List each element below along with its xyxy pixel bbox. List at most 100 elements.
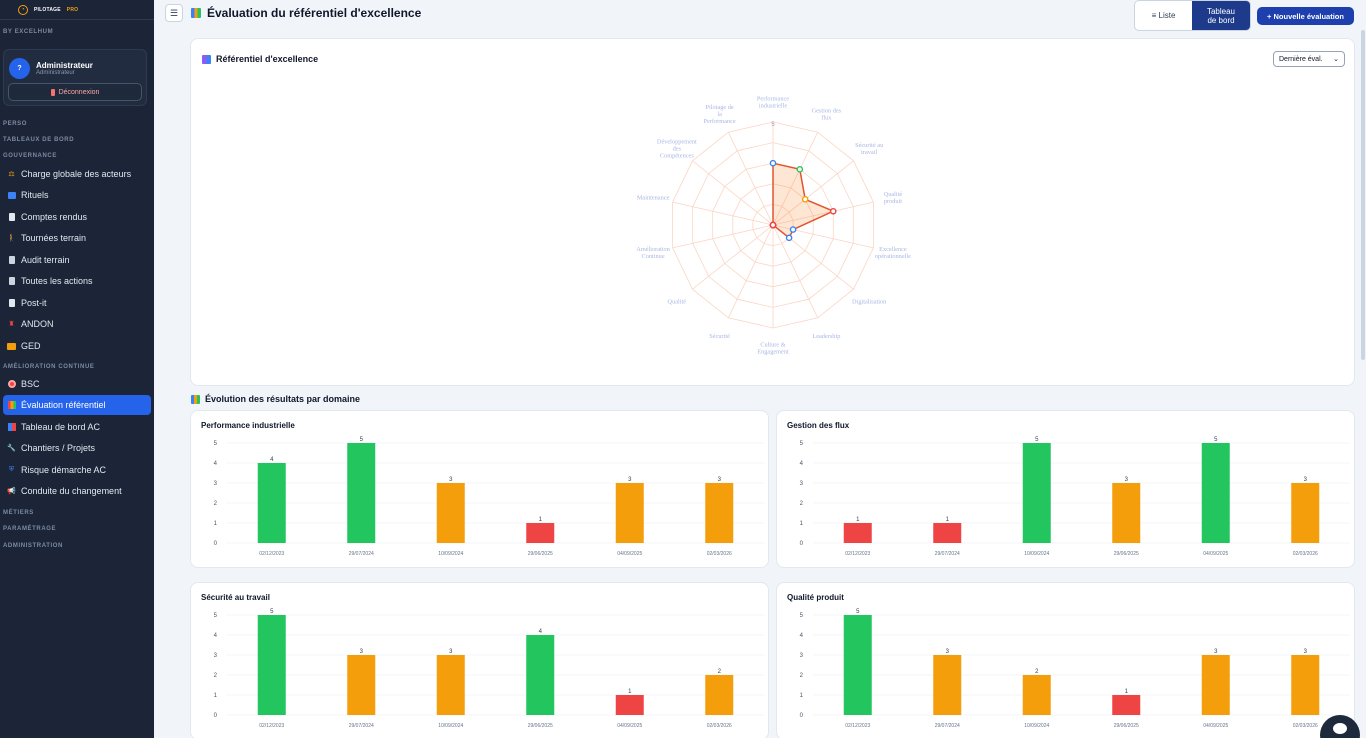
x-tick-label: 02/12/2023 bbox=[845, 723, 870, 729]
sidebar-item-comptes-rendus[interactable]: Comptes rendus bbox=[3, 207, 151, 227]
evaluation-select-value: Dernière éval. bbox=[1279, 55, 1323, 63]
domain-chart-title: Performance industrielle bbox=[201, 421, 295, 430]
brand[interactable]: ◔ PILOTAGE PRO bbox=[0, 0, 154, 20]
domain-chart-title: Qualité produit bbox=[787, 593, 844, 602]
bar bbox=[347, 443, 376, 543]
data-label: 5 bbox=[1214, 437, 1218, 443]
sidebar-item-chantiers[interactable]: 🔧 Chantiers / Projets bbox=[3, 438, 151, 458]
chart-icon bbox=[191, 8, 201, 18]
sidebar-item-ged[interactable]: GED bbox=[3, 336, 151, 356]
sidebar-item-bsc[interactable]: BSC bbox=[3, 374, 151, 394]
radar-axis-label: Sécurité bbox=[709, 333, 730, 340]
bar bbox=[1022, 675, 1051, 715]
y-tick-label: 4 bbox=[214, 633, 218, 639]
section-amelioration[interactable]: AMÉLIORATION CONTINUE bbox=[3, 364, 95, 370]
radar-chart: 5 Performance industrielle Gestion des flux S… bbox=[636, 96, 911, 356]
sidebar-item-conduite[interactable]: 📢 Conduite du changement bbox=[3, 481, 151, 501]
data-label: 3 bbox=[718, 477, 722, 483]
y-tick-label: 5 bbox=[214, 613, 218, 619]
sidebar-item-rituels[interactable]: Rituels bbox=[3, 185, 151, 205]
y-tick-label: 1 bbox=[800, 693, 804, 699]
evolution-title-text: Évolution des résultats par domaine bbox=[205, 394, 361, 404]
megaphone-icon: 📢 bbox=[7, 488, 16, 495]
y-tick-label: 5 bbox=[800, 441, 804, 447]
section-administration[interactable]: ADMINISTRATION bbox=[3, 543, 63, 549]
domain-chart-card: Performance industrielle 0 1 2 3 4 5 4 02/12/20… bbox=[190, 410, 769, 568]
data-label: 2 bbox=[1035, 669, 1039, 675]
y-tick-label: 3 bbox=[214, 653, 218, 659]
view-list-label: ≡ Liste bbox=[1151, 11, 1176, 20]
y-tick-label: 5 bbox=[214, 441, 218, 447]
brand-suffix: PRO bbox=[66, 6, 79, 13]
sidebar-item-label: Rituels bbox=[21, 190, 49, 200]
bar bbox=[1112, 483, 1141, 543]
sidebar-item-evaluation[interactable]: Évaluation référentiel bbox=[3, 395, 151, 415]
sidebar-item-tournees[interactable]: 🚶 Tournées terrain bbox=[3, 228, 151, 248]
sidebar-item-label: Tournées terrain bbox=[21, 233, 87, 243]
data-label: 2 bbox=[718, 669, 722, 675]
new-evaluation-button[interactable]: + Nouvelle évaluation bbox=[1257, 7, 1354, 25]
radar-axis-label: Maintenance bbox=[637, 195, 670, 202]
radar-axis-line bbox=[672, 201, 774, 226]
logout-button[interactable]: Déconnexion bbox=[8, 83, 142, 101]
radar-axis-label: Performance industrielle bbox=[757, 96, 789, 110]
sidebar-item-tableau-ac[interactable]: Tableau de bord AC bbox=[3, 417, 151, 437]
domain-chart-title: Gestion des flux bbox=[787, 421, 850, 430]
section-metiers[interactable]: MÉTIERS bbox=[3, 510, 34, 516]
data-label: 1 bbox=[628, 689, 632, 695]
section-perso[interactable]: PERSO bbox=[3, 121, 28, 127]
sidebar-item-charge[interactable]: ⚖ Charge globale des acteurs bbox=[3, 164, 151, 184]
bar bbox=[1291, 655, 1320, 715]
section-tableaux[interactable]: TABLEAUX DE BORD bbox=[3, 137, 75, 143]
view-list-button[interactable]: ≡ Liste bbox=[1135, 1, 1192, 30]
chevron-down-icon: ⌄ bbox=[1333, 56, 1339, 63]
chart-icon bbox=[191, 394, 200, 404]
radar-title-text: Référentiel d'excellence bbox=[216, 54, 319, 64]
sidebar-item-andon[interactable]: ♜ ANDON bbox=[3, 314, 151, 334]
data-label: 5 bbox=[856, 609, 860, 615]
sidebar-item-audit[interactable]: Audit terrain bbox=[3, 250, 151, 270]
sidebar-item-label: Comptes rendus bbox=[21, 212, 88, 222]
radar-tick-label: 5 bbox=[771, 122, 775, 128]
scrollbar[interactable] bbox=[1361, 30, 1365, 360]
user-role: Administrateur bbox=[36, 70, 75, 76]
data-label: 3 bbox=[1125, 477, 1129, 483]
sidebar-item-actions[interactable]: Toutes les actions bbox=[3, 271, 151, 291]
x-tick-label: 29/07/2024 bbox=[935, 551, 960, 557]
section-parametrage[interactable]: PARAMÉTRAGE bbox=[3, 526, 57, 532]
radar-axis-line bbox=[772, 224, 874, 249]
door-icon bbox=[50, 88, 55, 96]
bar bbox=[1112, 695, 1141, 715]
radar-axis-label: Leadership bbox=[812, 333, 840, 340]
data-label: 4 bbox=[539, 629, 543, 635]
sidebar-item-label: ANDON bbox=[21, 319, 54, 329]
bar bbox=[933, 655, 962, 715]
view-dashboard-button[interactable]: Tableau de bord bbox=[1192, 1, 1250, 30]
evaluation-select[interactable]: Dernière éval. ⌄ bbox=[1273, 51, 1345, 67]
menu-toggle-button[interactable]: ☰ bbox=[165, 4, 183, 22]
y-tick-label: 0 bbox=[214, 713, 218, 719]
data-label: 3 bbox=[1304, 477, 1308, 483]
radar-point bbox=[796, 166, 804, 173]
calendar-icon bbox=[7, 191, 16, 200]
sidebar-item-label: BSC bbox=[21, 379, 40, 389]
shield-icon: ⛨ bbox=[8, 466, 15, 473]
avatar[interactable]: ? bbox=[9, 58, 30, 79]
y-tick-label: 2 bbox=[800, 673, 804, 679]
chat-button[interactable] bbox=[1320, 715, 1360, 738]
x-tick-label: 02/12/2023 bbox=[259, 723, 284, 729]
section-gouvernance[interactable]: GOUVERNANCE bbox=[3, 153, 57, 159]
sidebar-item-postit[interactable]: Post-it bbox=[3, 293, 151, 313]
radar-axis-label: Sécurité au travail bbox=[855, 142, 884, 156]
bar bbox=[705, 483, 734, 543]
domain-chart-card: Sécurité au travail 0 1 2 3 4 5 5 02/12/2023 3 29… bbox=[190, 582, 769, 738]
domain-chart-card: Gestion des flux 0 1 2 3 4 5 1 02/12/2023 1 29/07… bbox=[776, 410, 1355, 568]
y-tick-label: 1 bbox=[214, 521, 218, 527]
logout-label: Déconnexion bbox=[58, 88, 100, 96]
bar bbox=[436, 655, 465, 715]
y-tick-label: 1 bbox=[214, 693, 218, 699]
radar-axis-line bbox=[692, 224, 774, 290]
folder-icon bbox=[7, 342, 16, 351]
radar-axis-line bbox=[727, 224, 774, 318]
sidebar-item-risque[interactable]: ⛨ Risque démarche AC bbox=[3, 460, 151, 480]
